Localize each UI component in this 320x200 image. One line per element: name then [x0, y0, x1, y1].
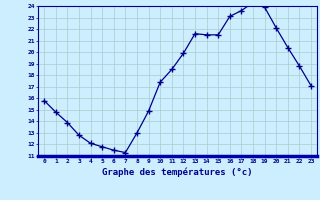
X-axis label: Graphe des températures (°c): Graphe des températures (°c)	[102, 167, 253, 177]
